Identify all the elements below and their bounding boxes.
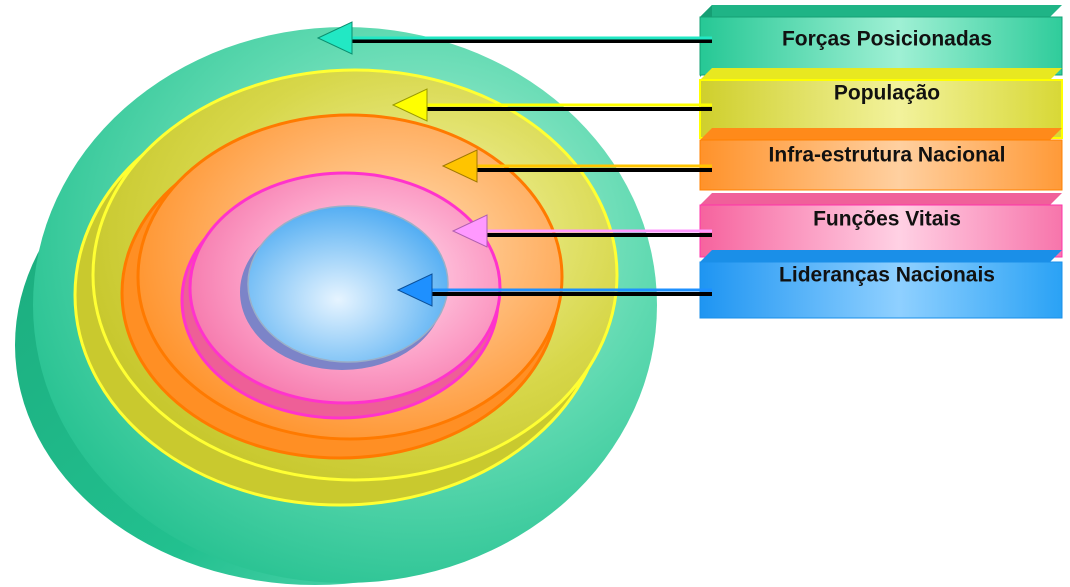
arrow-populacao	[391, 88, 712, 122]
label-forcas-posicionadas: Forças Posicionadas	[782, 28, 992, 51]
label-infra-estrutura-nacional: Infra-estrutura Nacional	[769, 144, 1006, 167]
arrow-liderancas-nacionais	[396, 273, 712, 307]
label-box-liderancas-nacionais: Lideranças Nacionais	[699, 250, 1063, 319]
arrow-forcas-posicionadas	[316, 21, 712, 55]
label-box-forcas-posicionadas: Forças Posicionadas	[699, 5, 1063, 77]
label-populacao: População	[834, 82, 940, 105]
arrow-funcoes-vitais	[451, 214, 712, 248]
ring-face-blue	[247, 205, 449, 363]
label-box-populacao: População	[699, 68, 1063, 139]
ring-liderancas-nacionais	[240, 205, 449, 370]
label-funcoes-vitais: Funções Vitais	[813, 208, 961, 231]
label-box-infra-estrutura: Infra-estrutura Nacional	[699, 128, 1063, 191]
label-liderancas-nacionais: Lideranças Nacionais	[779, 264, 995, 287]
label-box-funcoes-vitais: Funções Vitais	[699, 193, 1063, 258]
arrow-infra-estrutura-nacional	[441, 149, 712, 183]
